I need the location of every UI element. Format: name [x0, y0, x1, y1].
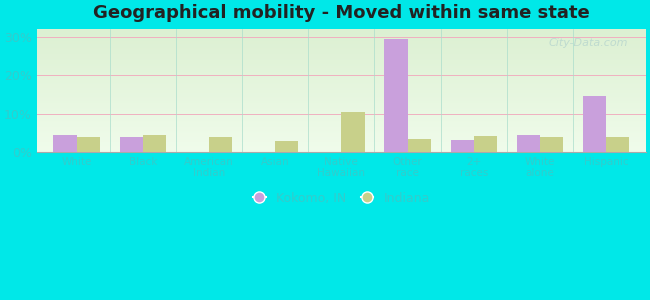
Bar: [474, 136, 497, 152]
Bar: [517, 135, 540, 152]
Bar: [450, 140, 474, 152]
Bar: [583, 96, 606, 152]
Bar: [540, 136, 563, 152]
Bar: [209, 136, 232, 152]
Bar: [606, 136, 629, 152]
Bar: [77, 137, 100, 152]
Text: City-Data.com: City-Data.com: [548, 38, 627, 48]
Bar: [53, 135, 77, 152]
Bar: [120, 136, 143, 152]
Legend: Kokomo, IN, Indiana: Kokomo, IN, Indiana: [248, 187, 435, 209]
Bar: [384, 39, 408, 152]
Bar: [341, 112, 365, 152]
Bar: [275, 141, 298, 152]
Title: Geographical mobility - Moved within same state: Geographical mobility - Moved within sam…: [93, 4, 590, 22]
Bar: [408, 139, 431, 152]
Bar: [143, 135, 166, 152]
